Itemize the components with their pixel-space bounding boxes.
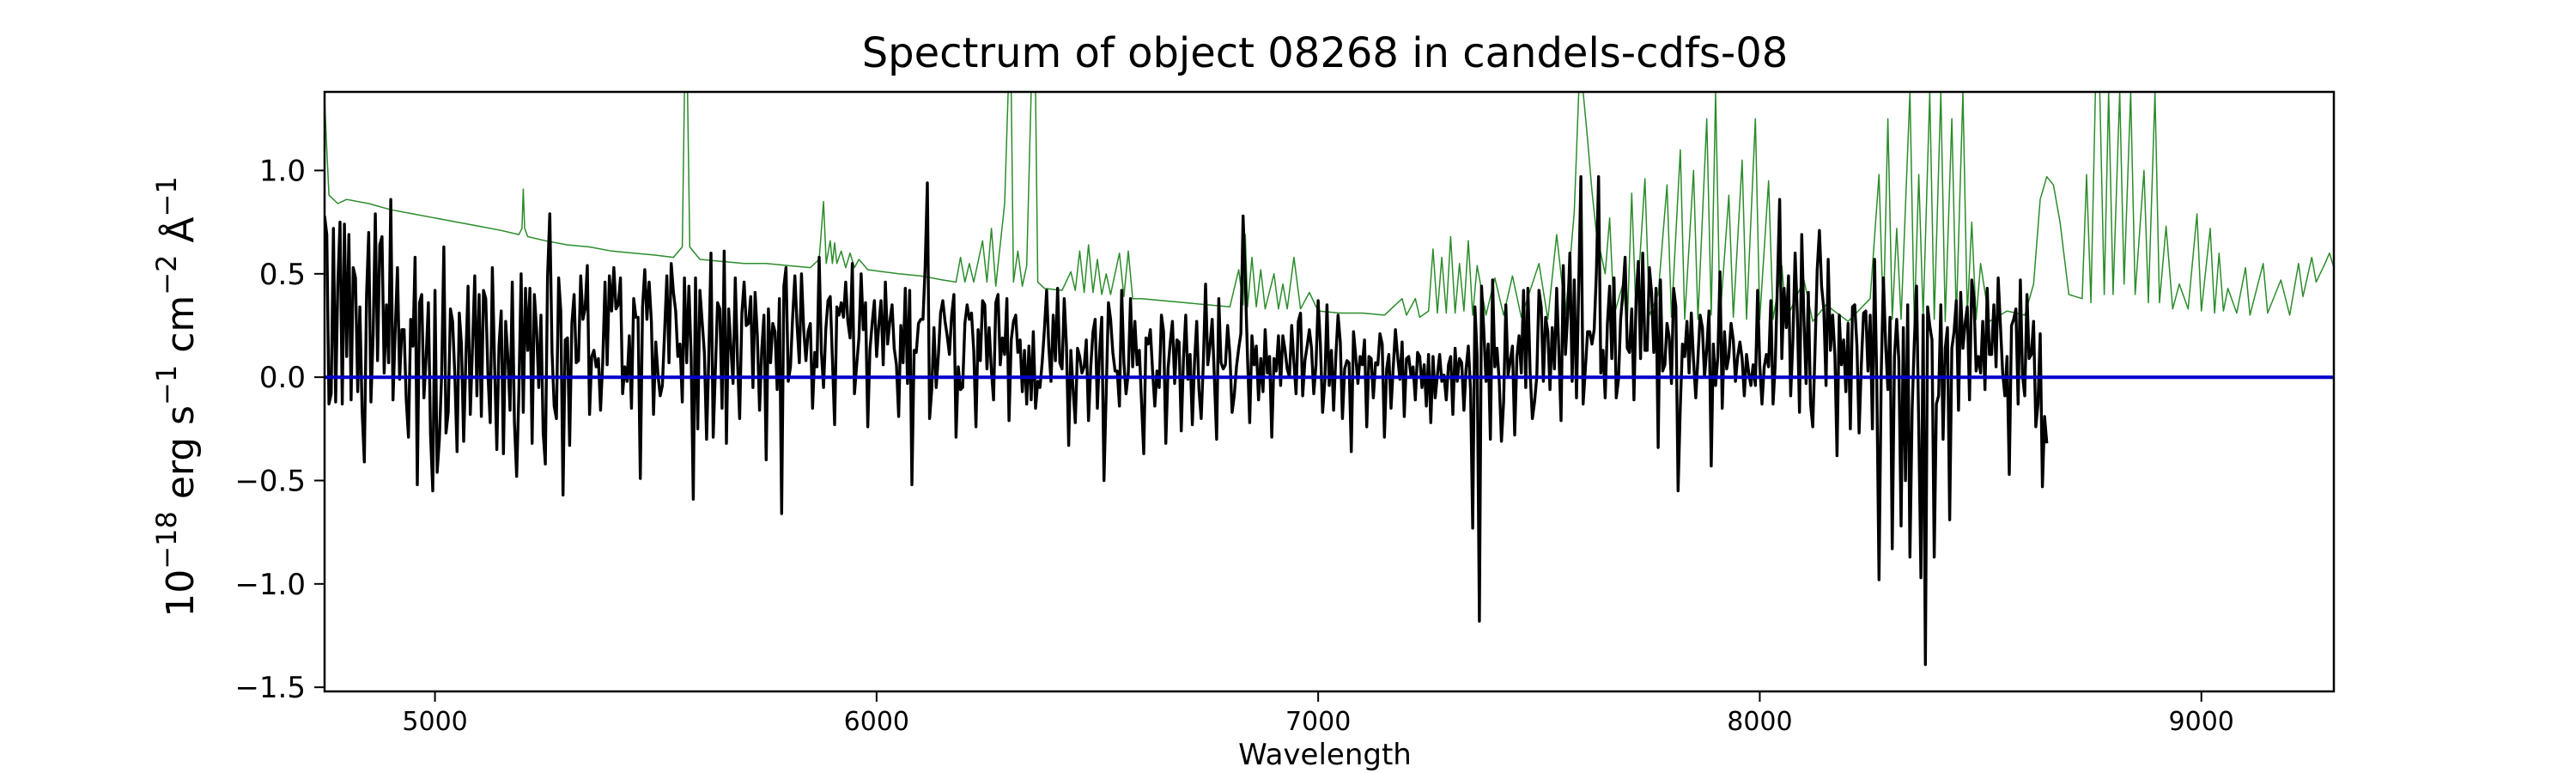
x-axis-label: Wavelength (1238, 738, 1412, 772)
axis-ticks: 5000 6000 7000 8000 9000 1.0 0.5 0.0 −0.5 −1.0 −1.… (234, 154, 2233, 737)
y-label-exp2: −1 (150, 365, 183, 405)
chart-title: Spectrum of object 08268 in candels-cdfs… (862, 29, 1789, 77)
y-tick-label: −1.0 (234, 568, 306, 602)
y-tick-label: 1.0 (259, 154, 306, 188)
x-tick-label: 8000 (1727, 707, 1792, 737)
y-label-exp3: −2 (150, 255, 183, 295)
y-tick-label: −0.5 (234, 464, 306, 498)
y-label-exp4: −1 (150, 176, 183, 216)
x-tick-label: 6000 (844, 707, 909, 737)
y-axis-label: 10−18 erg s−1 cm−2 Å−1 (150, 176, 203, 617)
y-label-base: 10 (159, 569, 203, 618)
plot-area (323, 90, 2336, 693)
y-label-ang: Å (157, 216, 203, 254)
plot-frame (323, 90, 2336, 693)
y-label-cm: cm (159, 295, 203, 365)
error-series-line (325, 92, 2334, 326)
y-label-erg: erg s (159, 405, 203, 511)
flux-series-line (325, 175, 2049, 666)
y-label-exp1: −18 (150, 511, 183, 569)
x-tick-label: 9000 (2169, 707, 2234, 737)
x-tick-label: 7000 (1285, 707, 1351, 737)
svg-text:10−18 erg s−1 cm−2 Å−1: 10−18 erg s−1 cm−2 Å−1 (150, 176, 203, 617)
y-tick-label: 0.5 (259, 258, 306, 292)
y-tick-label: 0.0 (259, 361, 306, 395)
y-tick-label: −1.5 (234, 671, 306, 705)
x-tick-label: 5000 (402, 707, 467, 737)
